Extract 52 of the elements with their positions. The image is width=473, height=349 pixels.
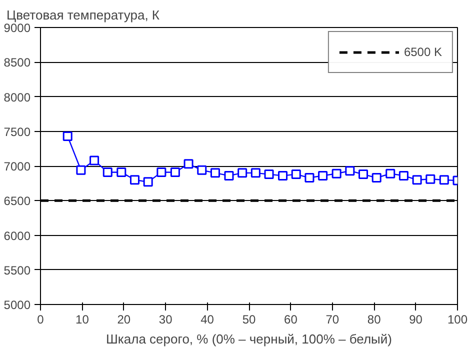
point xyxy=(102,167,112,177)
point xyxy=(143,177,153,187)
point xyxy=(184,159,194,169)
point xyxy=(90,156,100,166)
y-tick-label: 8000 xyxy=(4,90,31,104)
point xyxy=(304,173,314,183)
x-tick-label: 30 xyxy=(158,312,173,326)
point xyxy=(345,166,355,176)
point xyxy=(264,170,274,180)
x-tick-label: 70 xyxy=(326,312,340,326)
point xyxy=(197,165,207,175)
point xyxy=(358,170,368,180)
point xyxy=(170,167,180,177)
point xyxy=(156,167,166,177)
point xyxy=(398,170,408,180)
point xyxy=(291,170,301,180)
y-tick-label: 9000 xyxy=(4,21,31,35)
x-tick-label: 20 xyxy=(117,312,131,326)
y-tick-label: 5000 xyxy=(4,298,31,312)
point xyxy=(130,175,140,185)
x-tick-label: 90 xyxy=(409,312,423,326)
x-tick-label: 0 xyxy=(37,312,44,326)
y-tick-label: 7500 xyxy=(4,124,31,139)
point xyxy=(439,175,449,185)
point xyxy=(278,170,288,180)
point xyxy=(224,170,234,180)
point xyxy=(386,168,396,178)
point xyxy=(62,131,72,141)
y-tick-label: 8500 xyxy=(4,56,31,70)
x-tick-label: 10 xyxy=(76,312,90,326)
point xyxy=(238,168,248,178)
x-axis-title: Шкала серого, % (0% – черный, 100% – белый) xyxy=(106,332,392,346)
legend-label: 6500 K xyxy=(404,45,442,59)
y-tick-label: 5500 xyxy=(4,263,31,278)
x-tick-label: 50 xyxy=(242,312,256,326)
y-tick-label: 7000 xyxy=(4,160,31,174)
point xyxy=(332,168,342,178)
x-tick-label: 40 xyxy=(200,312,214,326)
point xyxy=(426,174,436,184)
point xyxy=(76,165,86,175)
y-tick-label: 6000 xyxy=(4,228,31,243)
y-tick-label: 6500 xyxy=(4,194,31,208)
point xyxy=(318,170,328,180)
point xyxy=(412,175,422,185)
x-tick-label: 80 xyxy=(367,312,382,326)
point xyxy=(116,167,126,177)
y-axis-title: Цветовая температура, К xyxy=(6,8,160,22)
point xyxy=(372,173,382,183)
x-tick-label: 100 xyxy=(447,312,468,326)
point xyxy=(210,168,220,178)
point xyxy=(250,168,260,178)
x-tick-label: 60 xyxy=(284,312,298,326)
